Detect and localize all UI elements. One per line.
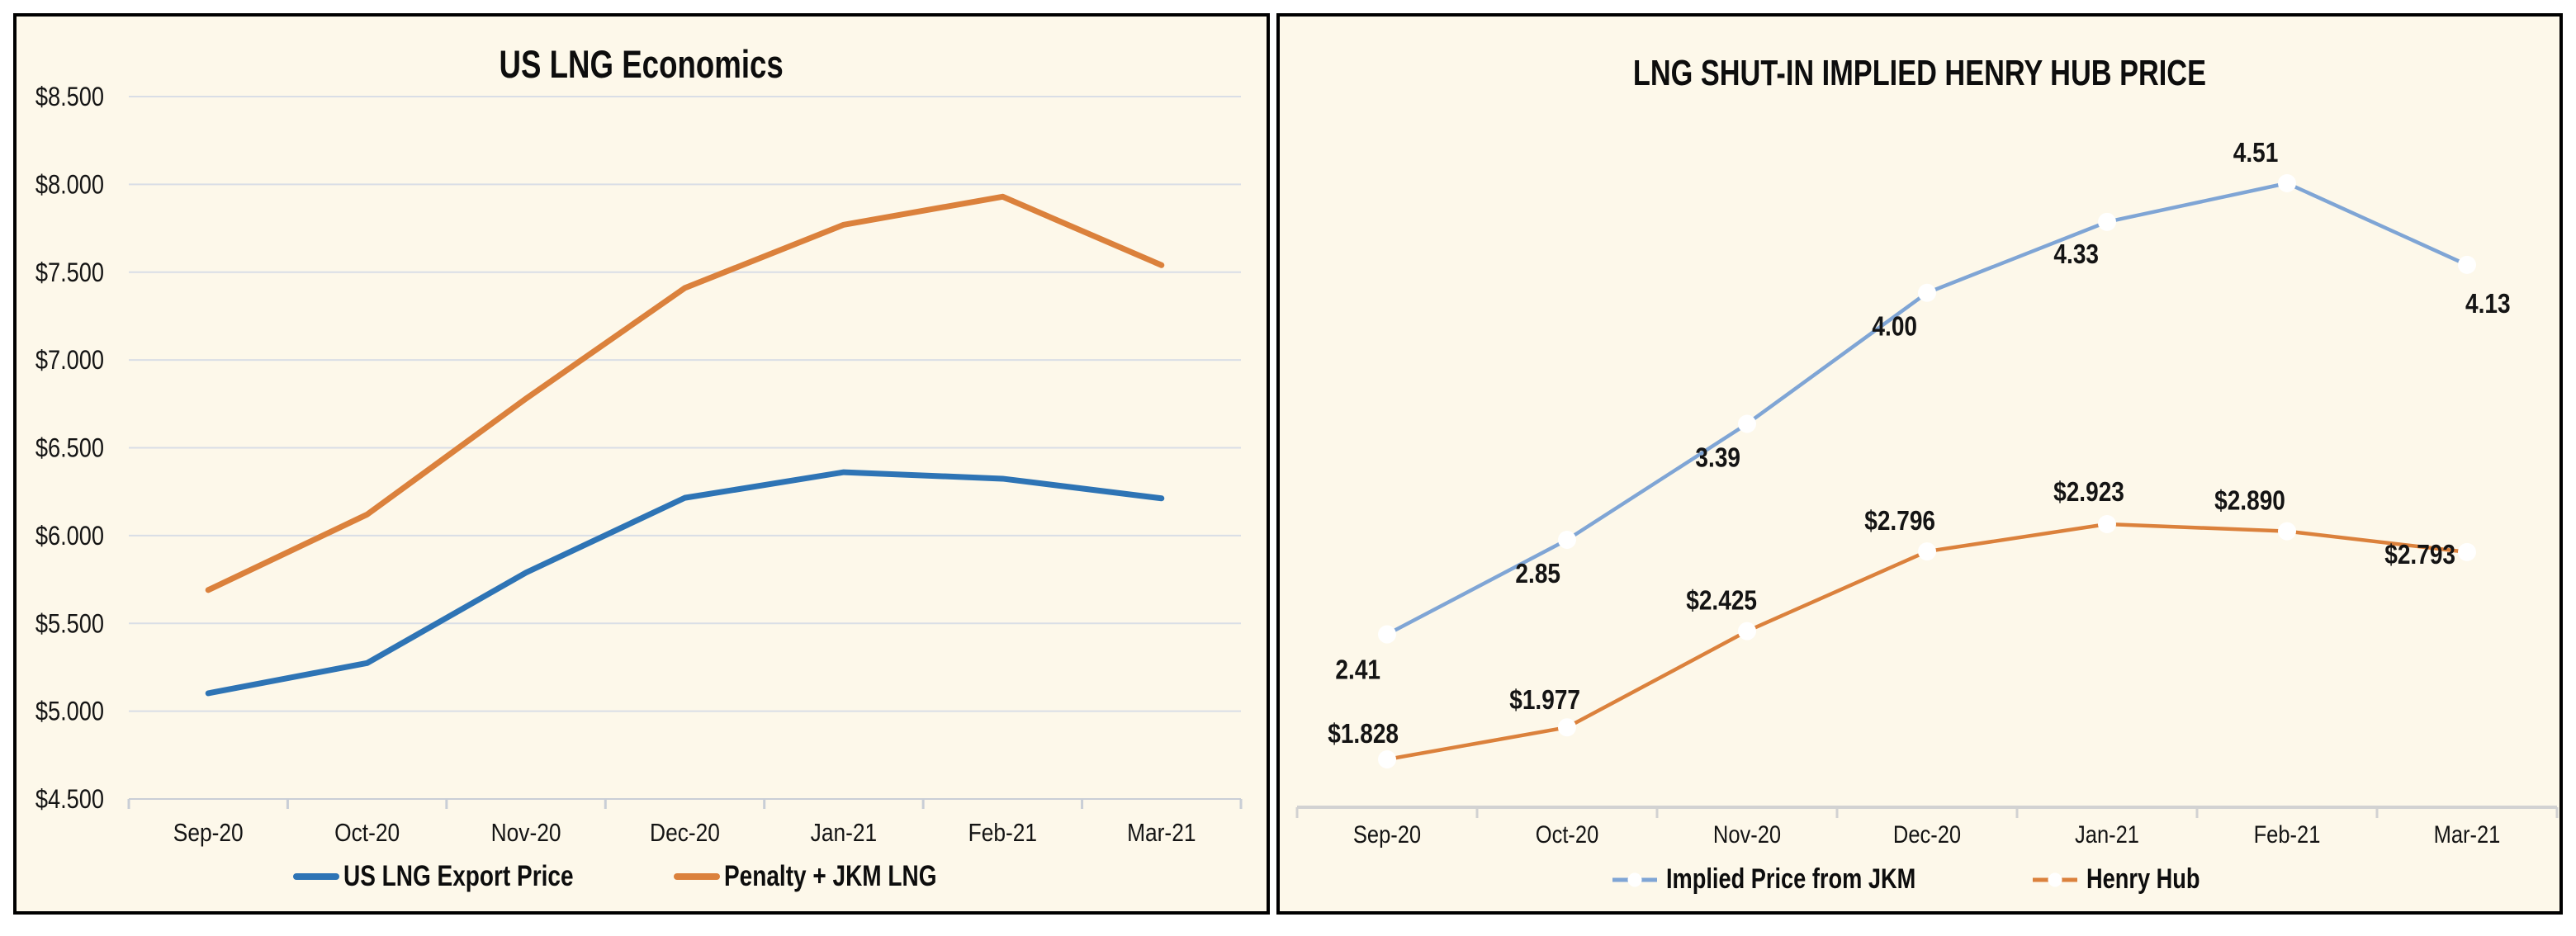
data-point-marker-implied-price-from-jkm [1558, 531, 1576, 550]
legend: US LNG Export Price Penalty + JKM LNG [17, 860, 1267, 893]
data-label-henry-hub: $2.793 [2384, 540, 2455, 570]
panel-lng-shut-in-implied-henry-hub-price: LNG SHUT-IN IMPLIED HENRY HUB PRICE Sep-… [1276, 13, 2563, 915]
legend-item: US LNG Export Price [292, 860, 631, 893]
legend-label: Penalty + JKM LNG [724, 860, 937, 892]
y-axis-tick-label: $5.500 [36, 609, 104, 639]
y-axis-tick-label: $7.000 [36, 346, 104, 376]
data-label-henry-hub: $1.977 [1509, 685, 1580, 716]
x-axis-tick-label: Sep-20 [173, 819, 244, 847]
chart-title-text: US LNG Economics [499, 42, 784, 86]
legend-item: Implied Price from JKM [1611, 863, 1978, 896]
data-point-marker-henry-hub [2458, 542, 2476, 561]
x-axis-tick-label: Jan-21 [811, 819, 878, 847]
x-axis-tick-label: Nov-20 [491, 819, 561, 847]
data-point-marker-henry-hub [1738, 622, 1756, 641]
x-axis-tick-label: Mar-21 [1127, 819, 1196, 847]
x-axis-tick-label: Dec-20 [650, 819, 720, 847]
data-point-marker-henry-hub [1558, 718, 1576, 737]
x-axis-tick-label: Mar-21 [2434, 820, 2501, 848]
data-point-marker-henry-hub [1918, 542, 1936, 561]
x-axis-tick-label: Oct-20 [334, 819, 400, 847]
panel-us-lng-economics: US LNG Economics $8.500 $8.000 $7.500 $7.00… [13, 13, 1270, 915]
data-label-henry-hub: $2.425 [1686, 586, 1757, 617]
legend-label: US LNG Export Price [343, 860, 574, 892]
y-axis-tick-label: $8.500 [36, 83, 104, 112]
series-line-us-lng-export-price [205, 469, 1165, 697]
data-point-marker-implied-price-from-jkm [2098, 212, 2116, 231]
data-point-marker-henry-hub [1378, 750, 1396, 768]
data-label-implied-price-from-jkm: 2.41 [1335, 655, 1380, 685]
data-point-marker-implied-price-from-jkm [1378, 625, 1396, 644]
data-point-marker-implied-price-from-jkm [2278, 174, 2296, 192]
data-label-implied-price-from-jkm: 4.13 [2465, 289, 2511, 319]
data-point-marker-implied-price-from-jkm [1738, 414, 1756, 433]
x-axis-tick-label: Oct-20 [1536, 820, 1598, 848]
legend-dash-marker-swatch-icon [2032, 872, 2081, 886]
y-axis-tick-label: $6.000 [36, 522, 104, 551]
data-point-marker-implied-price-from-jkm [2458, 255, 2476, 274]
data-label-implied-price-from-jkm: 2.85 [1515, 559, 1560, 589]
legend-line-swatch-icon [674, 873, 721, 880]
legend-label: Implied Price from JKM [1666, 863, 1916, 895]
y-axis-tick-label: $5.000 [36, 697, 104, 727]
chart-title: US LNG Economics [17, 41, 1267, 87]
legend-dash-marker-swatch-icon [1612, 872, 1661, 886]
chart-title: LNG SHUT-IN IMPLIED HENRY HUB PRICE [1280, 53, 2559, 94]
y-axis-tick-label: $8.000 [36, 170, 104, 200]
legend-line-swatch-icon [292, 873, 339, 880]
implied-henry-hub-plot: Sep-20 Oct-20 Nov-20 Dec-20 Jan-21 Feb-21 Mar-… [1295, 138, 2559, 848]
series-line-penalty-jkm-lng [205, 193, 1165, 593]
us-lng-economics-plot: $8.500 $8.000 $7.500 $7.000 $6.500 $6.000 $5.5… [36, 83, 1243, 848]
data-label-implied-price-from-jkm: 3.39 [1695, 442, 1740, 473]
data-label-henry-hub: $2.796 [1864, 506, 1935, 537]
x-axis-tick-label: Sep-20 [1353, 820, 1421, 848]
data-label-implied-price-from-jkm: 4.33 [2053, 239, 2099, 270]
legend-label: Henry Hub [2086, 863, 2200, 895]
legend-item: Penalty + JKM LNG [674, 860, 990, 893]
x-axis-tick-label: Feb-21 [2254, 820, 2321, 848]
data-point-marker-implied-price-from-jkm [1918, 283, 1936, 302]
x-axis-tick-label: Jan-21 [2075, 820, 2139, 848]
data-label-henry-hub: $2.923 [2053, 477, 2124, 508]
data-point-marker-henry-hub [2098, 515, 2116, 534]
legend: Implied Price from JKM Henry Hub [1280, 863, 2559, 896]
y-axis-tick-label: $6.500 [36, 433, 104, 463]
data-label-implied-price-from-jkm: 4.00 [1872, 312, 1917, 343]
x-axis-tick-label: Dec-20 [1893, 820, 1961, 848]
data-point-marker-henry-hub [2278, 522, 2296, 541]
x-axis-tick-label: Feb-21 [968, 819, 1037, 847]
y-axis-tick-label: $4.500 [36, 785, 104, 815]
y-axis-tick-label: $7.500 [36, 258, 104, 288]
legend-item: Henry Hub [2031, 863, 2228, 896]
data-label-henry-hub: $2.890 [2214, 486, 2285, 517]
chart-title-text: LNG SHUT-IN IMPLIED HENRY HUB PRICE [1632, 53, 2207, 93]
data-label-henry-hub: $1.828 [1328, 719, 1399, 749]
data-label-implied-price-from-jkm: 4.51 [2233, 138, 2279, 168]
x-axis-tick-label: Nov-20 [1713, 820, 1781, 848]
